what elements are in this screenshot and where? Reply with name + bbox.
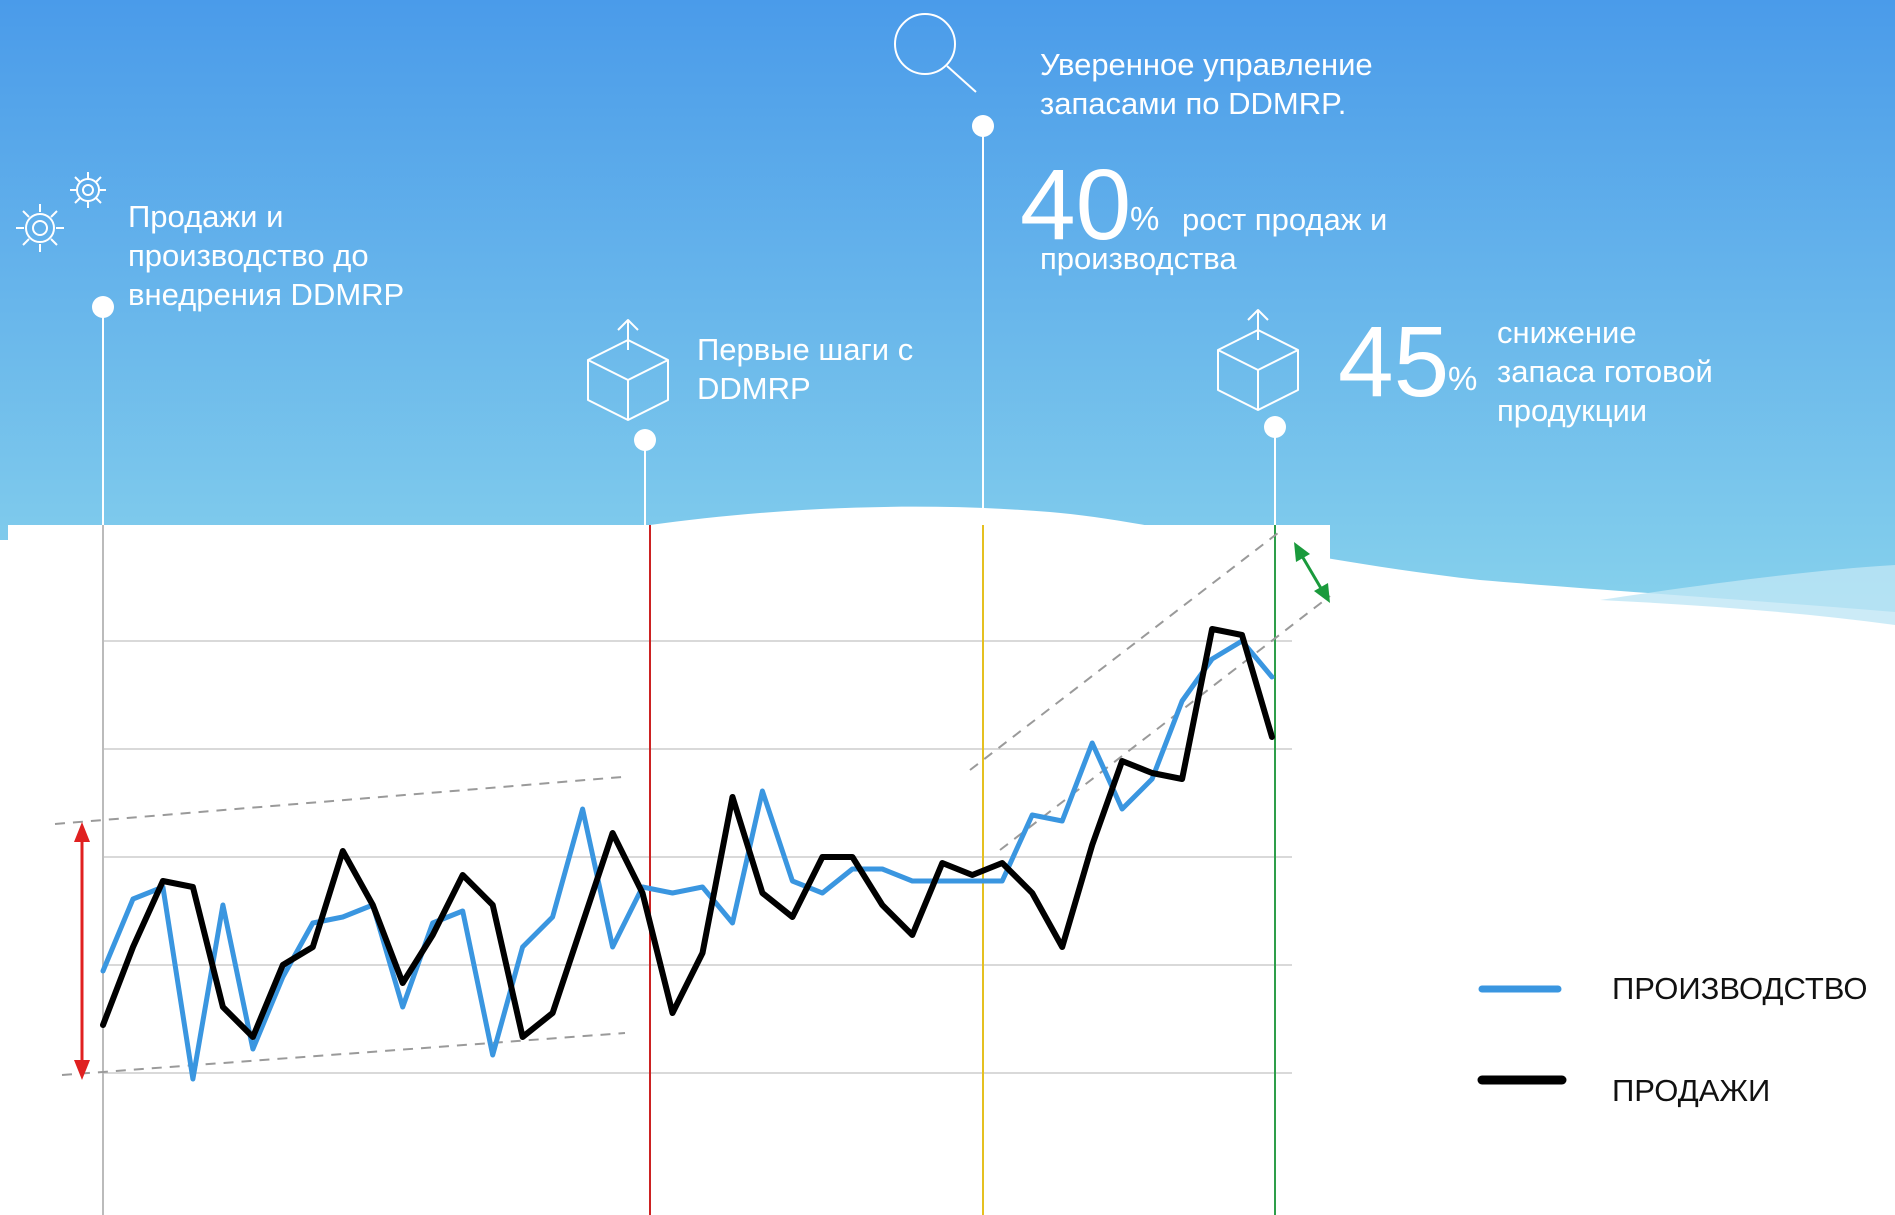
range-arrow-head [74, 1060, 90, 1080]
stat-value-reduction: 45 [1338, 306, 1450, 418]
milestone-label-before: Продажи и производство до внедрения DDMR… [128, 199, 405, 312]
milestone-dot-before [92, 296, 114, 318]
stat-text-growth: рост продаж и производства [1040, 202, 1388, 276]
box-upload-icon [1217, 309, 1299, 411]
milestone-label-first-steps: Первые шаги с DDMRP [697, 332, 914, 406]
milestone-dot-first-steps [634, 429, 656, 451]
milestone-dot-result [1264, 416, 1286, 438]
stat-text-reduction: снижение запаса готовой продукции [1497, 315, 1713, 428]
range-arrow-shaft [1300, 555, 1324, 591]
range-arrow-head [74, 822, 90, 842]
trend-line-lower [999, 595, 1331, 851]
milestone-label-confident: Уверенное управление запасами по DDMRP. [1040, 47, 1373, 121]
magnifier-icon [894, 13, 977, 93]
sky-background [0, 0, 1895, 612]
stat-unit-growth: % [1130, 200, 1160, 237]
legend-label-sales: ПРОДАЖИ [1612, 1073, 1771, 1108]
gears-icon [16, 172, 106, 252]
milestone-dot-confident [972, 115, 994, 137]
legend-label-production: ПРОИЗВОДСТВО [1612, 971, 1868, 1006]
series-line-production [100, 638, 1275, 1082]
range-arrow-head [1294, 542, 1310, 562]
trend-line-lower [61, 1032, 626, 1076]
range-arrow-head [1314, 583, 1330, 603]
series-line-sales [100, 626, 1275, 1040]
stat-value-growth: 40 [1020, 149, 1132, 261]
box-upload-icon [587, 319, 669, 421]
stat-unit-reduction: % [1448, 360, 1478, 397]
wave-accent [1600, 565, 1895, 625]
trend-line-upper [54, 776, 623, 825]
